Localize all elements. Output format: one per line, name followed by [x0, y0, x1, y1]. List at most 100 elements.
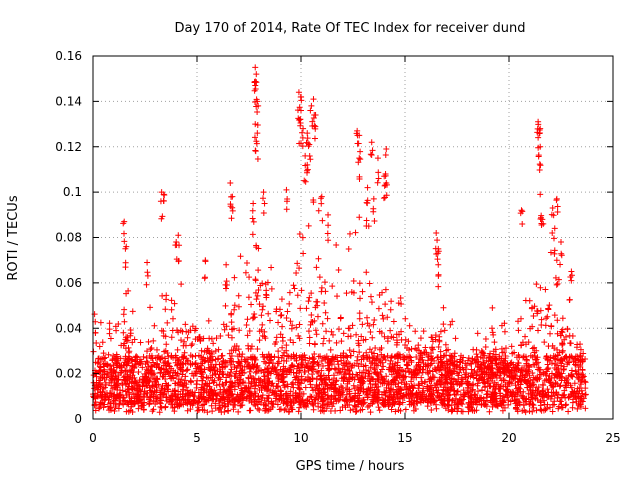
data-point — [298, 107, 304, 114]
data-point — [453, 364, 460, 371]
data-point — [561, 391, 568, 398]
data-point — [400, 356, 407, 363]
data-point — [526, 372, 533, 379]
data-point — [452, 335, 459, 342]
data-point — [536, 161, 543, 168]
data-point — [555, 391, 562, 398]
data-point — [546, 302, 553, 309]
data-point — [366, 346, 373, 353]
data-point — [123, 392, 130, 399]
data-point — [530, 404, 537, 411]
data-point — [398, 379, 405, 386]
data-point — [568, 367, 575, 374]
data-point — [491, 355, 498, 362]
data-point — [396, 401, 403, 408]
data-point — [571, 356, 578, 363]
data-point — [235, 292, 242, 299]
data-point — [557, 261, 564, 268]
data-point — [305, 140, 312, 147]
data-point — [298, 373, 305, 380]
y-tick-label: 0.06 — [55, 276, 82, 290]
data-point — [248, 343, 255, 350]
data-point — [200, 335, 207, 342]
data-point — [222, 363, 229, 370]
data-point — [109, 385, 116, 392]
data-point — [232, 347, 239, 354]
data-point — [346, 367, 353, 374]
data-point — [427, 375, 434, 382]
data-point — [448, 369, 455, 376]
data-point — [98, 374, 105, 381]
data-point — [484, 390, 491, 397]
data-point — [270, 360, 277, 367]
data-point — [518, 393, 525, 400]
data-point — [395, 406, 402, 413]
data-point — [319, 320, 326, 327]
data-point — [367, 329, 374, 336]
data-point — [163, 341, 170, 348]
data-point — [496, 385, 503, 392]
data-point — [412, 328, 419, 335]
data-point — [473, 375, 480, 382]
data-point — [418, 350, 425, 357]
data-point — [204, 409, 211, 416]
data-point — [252, 402, 259, 409]
data-point — [537, 143, 544, 150]
data-point — [435, 344, 442, 351]
data-point — [209, 366, 216, 373]
data-point — [427, 361, 434, 368]
y-tick-label: 0.12 — [55, 140, 82, 154]
data-point — [359, 369, 366, 376]
data-point — [297, 367, 304, 374]
data-point — [235, 303, 242, 310]
data-point — [311, 351, 318, 358]
data-point — [120, 220, 127, 227]
data-point — [566, 296, 573, 303]
x-tick-label: 10 — [293, 431, 308, 445]
data-point — [305, 359, 312, 366]
data-point — [175, 232, 182, 239]
data-point — [545, 343, 552, 350]
data-point — [208, 335, 215, 342]
data-point — [311, 135, 318, 142]
data-point — [153, 387, 160, 394]
data-point — [139, 399, 146, 406]
data-point — [190, 393, 197, 400]
data-point — [406, 322, 413, 329]
data-point — [327, 399, 334, 406]
data-point — [263, 386, 270, 393]
data-point — [150, 393, 157, 400]
data-point — [252, 289, 259, 296]
data-point — [295, 408, 302, 415]
data-point — [551, 355, 558, 362]
axis-ticks — [92, 55, 614, 420]
data-point — [395, 300, 402, 307]
data-point — [129, 362, 136, 369]
data-point — [344, 366, 351, 373]
data-point — [582, 391, 589, 398]
data-point — [483, 403, 490, 410]
y-tick-label: 0.04 — [55, 321, 82, 335]
data-point — [265, 310, 272, 317]
data-point — [260, 303, 267, 310]
data-point — [151, 322, 158, 329]
data-point — [102, 354, 109, 361]
data-point — [291, 285, 298, 292]
data-point — [434, 256, 441, 263]
data-point — [550, 235, 557, 242]
data-point — [293, 324, 300, 331]
data-point — [513, 354, 520, 361]
data-point — [332, 407, 339, 414]
data-point — [343, 396, 350, 403]
data-point — [168, 398, 175, 405]
data-point — [535, 153, 542, 160]
data-point — [367, 387, 374, 394]
data-point — [110, 398, 117, 405]
data-point — [471, 392, 478, 399]
data-point — [237, 253, 244, 260]
data-point — [397, 385, 404, 392]
data-point — [314, 313, 321, 320]
data-point — [293, 269, 300, 276]
data-point — [112, 404, 119, 411]
data-point — [486, 354, 493, 361]
